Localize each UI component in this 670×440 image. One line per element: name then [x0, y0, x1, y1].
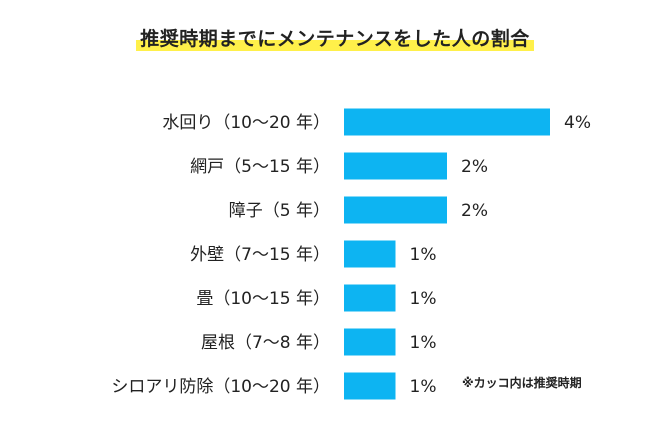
bar [344, 284, 396, 312]
title-area: 推奨時期までにメンテナンスをした人の割合 [0, 24, 670, 51]
category-label: 畳（10～15 年） [196, 289, 330, 309]
chart-title-text: 推奨時期までにメンテナンスをした人の割合 [140, 28, 530, 50]
value-label: 2% [461, 157, 488, 177]
bar [344, 152, 447, 180]
footnote: ※カッコ内は推奨時期 [462, 376, 582, 390]
category-label: 屋根（7～8 年） [201, 333, 330, 353]
category-label: 水回り（10～20 年） [162, 113, 330, 133]
value-label: 4% [564, 113, 591, 133]
value-label: 1% [410, 245, 437, 265]
bar [344, 328, 396, 356]
bar [344, 108, 550, 136]
category-label: 外壁（7～15 年） [190, 245, 330, 265]
category-label: 網戸（5～15 年） [190, 157, 330, 177]
bar [344, 372, 396, 400]
value-label: 1% [410, 289, 437, 309]
category-label: 障子（5 年） [229, 201, 330, 221]
bar [344, 196, 447, 224]
value-label: 1% [410, 377, 437, 397]
bar [344, 240, 396, 268]
category-label: シロアリ防除（10～20 年） [111, 377, 330, 397]
chart-title: 推奨時期までにメンテナンスをした人の割合 [136, 24, 534, 51]
value-label: 2% [461, 201, 488, 221]
value-label: 1% [410, 333, 437, 353]
